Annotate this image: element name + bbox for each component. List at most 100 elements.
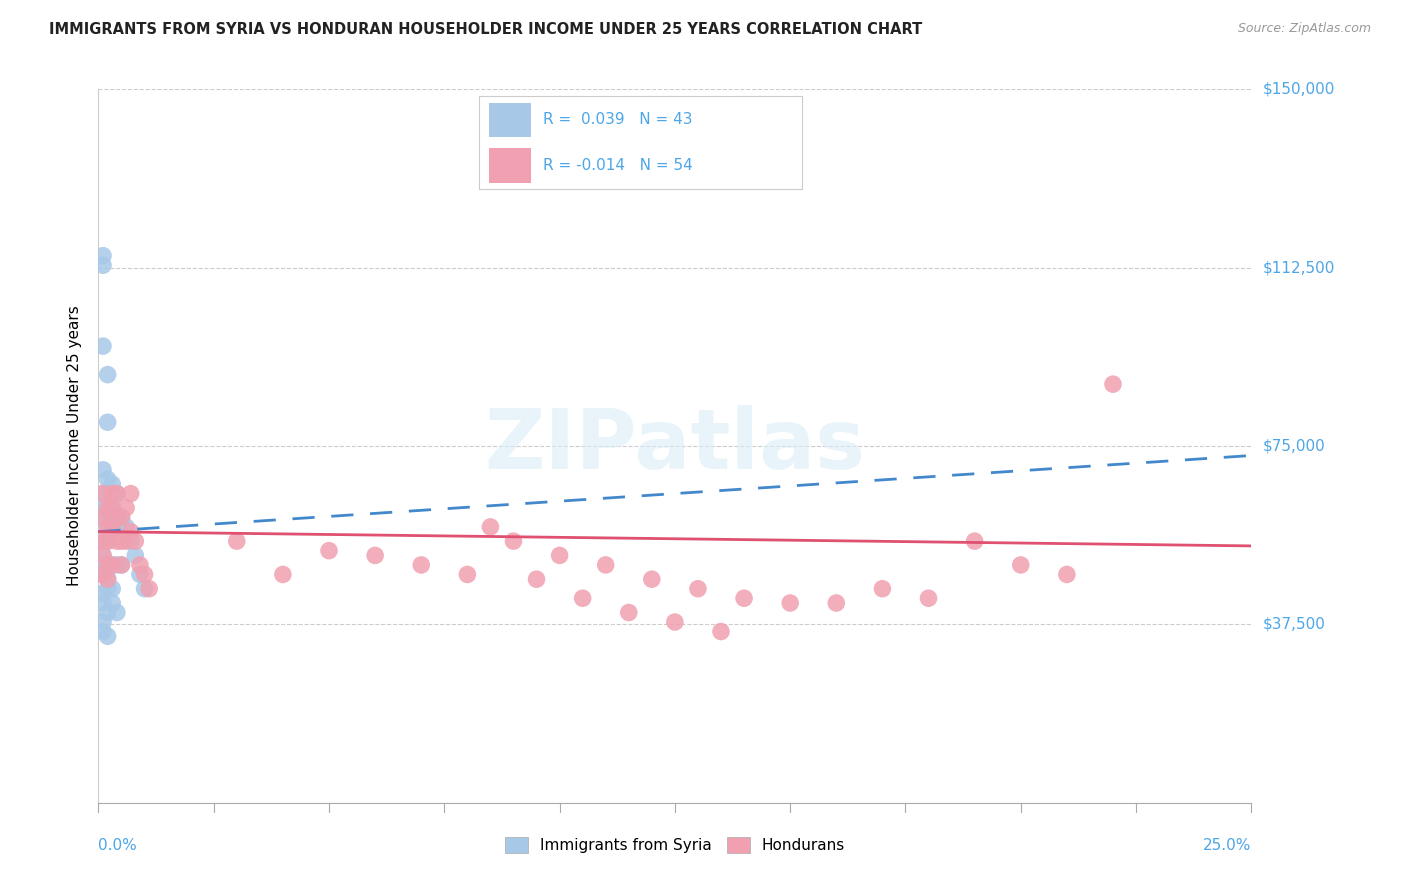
- Point: [101, 477, 124, 491]
- Point: [595, 558, 617, 572]
- Point: [91, 510, 114, 524]
- Point: [872, 582, 894, 596]
- Point: [1056, 567, 1078, 582]
- Text: $112,500: $112,500: [1263, 260, 1336, 275]
- Point: [134, 567, 156, 582]
- Point: [97, 472, 120, 486]
- Point: [120, 486, 142, 500]
- Point: [91, 510, 114, 524]
- Point: [97, 606, 120, 620]
- Point: [101, 596, 124, 610]
- Point: [225, 534, 247, 549]
- Point: [91, 567, 114, 582]
- Point: [91, 558, 114, 572]
- Point: [479, 520, 502, 534]
- Point: [101, 486, 124, 500]
- Point: [91, 339, 114, 353]
- Text: $37,500: $37,500: [1263, 617, 1326, 632]
- Point: [1010, 558, 1032, 572]
- Point: [120, 524, 142, 539]
- Point: [91, 615, 114, 629]
- Point: [124, 549, 146, 563]
- Point: [963, 534, 986, 549]
- Point: [97, 572, 120, 586]
- Point: [101, 500, 124, 515]
- Point: [97, 520, 120, 534]
- Point: [101, 500, 124, 515]
- Text: $75,000: $75,000: [1263, 439, 1326, 453]
- Point: [105, 510, 128, 524]
- Point: [779, 596, 801, 610]
- Point: [91, 549, 114, 563]
- Point: [97, 534, 120, 549]
- Point: [115, 534, 138, 549]
- Point: [97, 415, 120, 429]
- Point: [110, 510, 132, 524]
- Point: [91, 486, 114, 500]
- Point: [97, 500, 120, 515]
- Point: [105, 606, 128, 620]
- Point: [1102, 377, 1125, 392]
- Point: [124, 534, 146, 549]
- Point: [456, 567, 478, 582]
- Point: [110, 510, 132, 524]
- Point: [825, 596, 848, 610]
- Point: [115, 500, 138, 515]
- Point: [548, 549, 571, 563]
- Point: [105, 558, 128, 572]
- Point: [917, 591, 939, 606]
- Point: [129, 558, 152, 572]
- Text: Source: ZipAtlas.com: Source: ZipAtlas.com: [1237, 22, 1371, 36]
- Point: [686, 582, 709, 596]
- Point: [91, 486, 114, 500]
- Text: IMMIGRANTS FROM SYRIA VS HONDURAN HOUSEHOLDER INCOME UNDER 25 YEARS CORRELATION : IMMIGRANTS FROM SYRIA VS HONDURAN HOUSEH…: [49, 22, 922, 37]
- Point: [97, 520, 120, 534]
- Point: [105, 520, 128, 534]
- Y-axis label: Householder Income Under 25 years: Householder Income Under 25 years: [67, 306, 83, 586]
- Point: [110, 558, 132, 572]
- Point: [733, 591, 755, 606]
- Point: [97, 572, 120, 586]
- Point: [101, 582, 124, 596]
- Point: [115, 520, 138, 534]
- Point: [105, 486, 128, 500]
- Point: [134, 582, 156, 596]
- Text: $150,000: $150,000: [1263, 82, 1336, 96]
- Point: [97, 500, 120, 515]
- Point: [91, 249, 114, 263]
- Point: [91, 534, 114, 549]
- Text: ZIPatlas: ZIPatlas: [485, 406, 865, 486]
- Point: [91, 534, 114, 549]
- Point: [101, 520, 124, 534]
- Point: [97, 629, 120, 643]
- Point: [97, 582, 120, 596]
- Point: [110, 534, 132, 549]
- Point: [617, 606, 640, 620]
- Point: [129, 567, 152, 582]
- Legend: Immigrants from Syria, Hondurans: Immigrants from Syria, Hondurans: [499, 831, 851, 859]
- Point: [364, 549, 387, 563]
- Point: [101, 520, 124, 534]
- Point: [110, 558, 132, 572]
- Text: 0.0%: 0.0%: [98, 838, 138, 854]
- Text: 25.0%: 25.0%: [1204, 838, 1251, 854]
- Point: [91, 586, 114, 600]
- Point: [91, 258, 114, 272]
- Point: [710, 624, 733, 639]
- Point: [571, 591, 593, 606]
- Point: [91, 567, 114, 582]
- Point: [97, 534, 120, 549]
- Point: [318, 543, 340, 558]
- Point: [105, 534, 128, 549]
- Point: [664, 615, 686, 629]
- Point: [101, 558, 124, 572]
- Point: [91, 549, 114, 563]
- Point: [526, 572, 548, 586]
- Point: [105, 486, 128, 500]
- Point: [641, 572, 664, 586]
- Point: [97, 558, 120, 572]
- Point: [138, 582, 160, 596]
- Point: [91, 463, 114, 477]
- Point: [91, 596, 114, 610]
- Point: [97, 368, 120, 382]
